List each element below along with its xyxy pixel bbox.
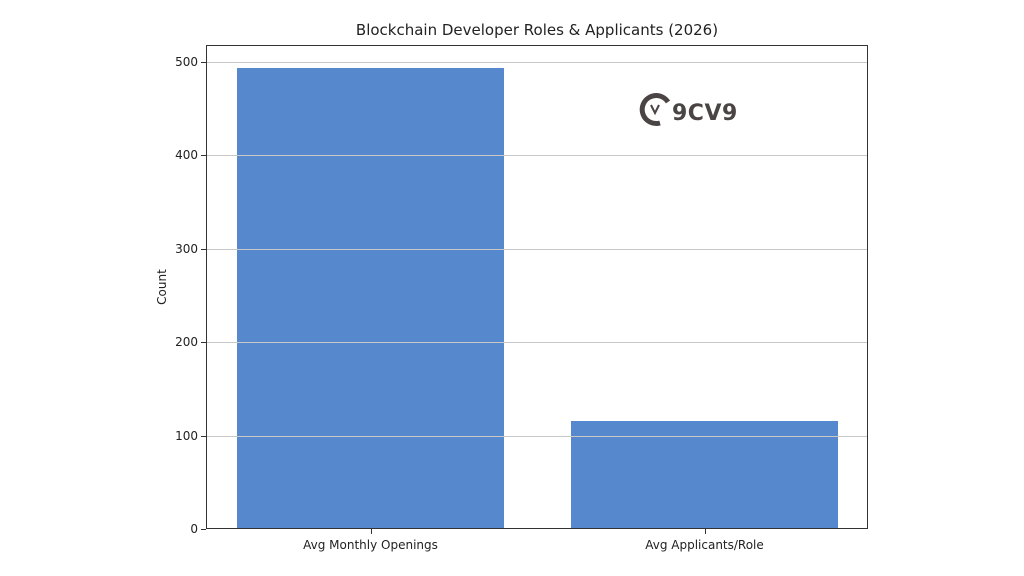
- y-tick-500: [201, 62, 206, 63]
- plot-area: 9CV9: [201, 45, 868, 534]
- y-axis-label: Count: [155, 269, 169, 305]
- x-tick-label-avg-applicants-per-role: Avg Applicants/Role: [645, 538, 764, 552]
- y-tick-0: [201, 529, 206, 530]
- y-tick-200: [201, 342, 206, 344]
- y-tick-label-0: 0: [190, 522, 198, 536]
- gridline-300: [206, 248, 868, 250]
- y-tick-300: [201, 248, 206, 250]
- x-tick-avg-applicants-per-role: [704, 529, 706, 534]
- gridline-100: [206, 435, 868, 437]
- gridline-200: [206, 342, 868, 344]
- 9cv9-logo-icon: [639, 93, 671, 127]
- y-tick-400: [201, 155, 206, 157]
- y-tick-label-400: 400: [175, 148, 198, 163]
- gridline-400: [206, 155, 868, 157]
- y-tick-100: [201, 435, 206, 437]
- bar-avg-applicants-per-role: [571, 420, 838, 529]
- y-tick-label-500: 500: [175, 55, 198, 69]
- y-tick-label-300: 300: [175, 241, 198, 256]
- y-tick-label-200: 200: [175, 335, 198, 350]
- bar-avg-monthly-openings: [237, 67, 504, 529]
- watermark-logo: 9CV9: [638, 92, 738, 128]
- gridline-500: [206, 62, 868, 63]
- watermark-text: 9CV9: [672, 100, 738, 126]
- y-tick-label-100: 100: [175, 428, 198, 443]
- x-tick-label-avg-monthly-openings: Avg Monthly Openings: [303, 538, 438, 552]
- x-tick-avg-monthly-openings: [370, 529, 372, 534]
- chart-title: Blockchain Developer Roles & Applicants …: [355, 21, 719, 39]
